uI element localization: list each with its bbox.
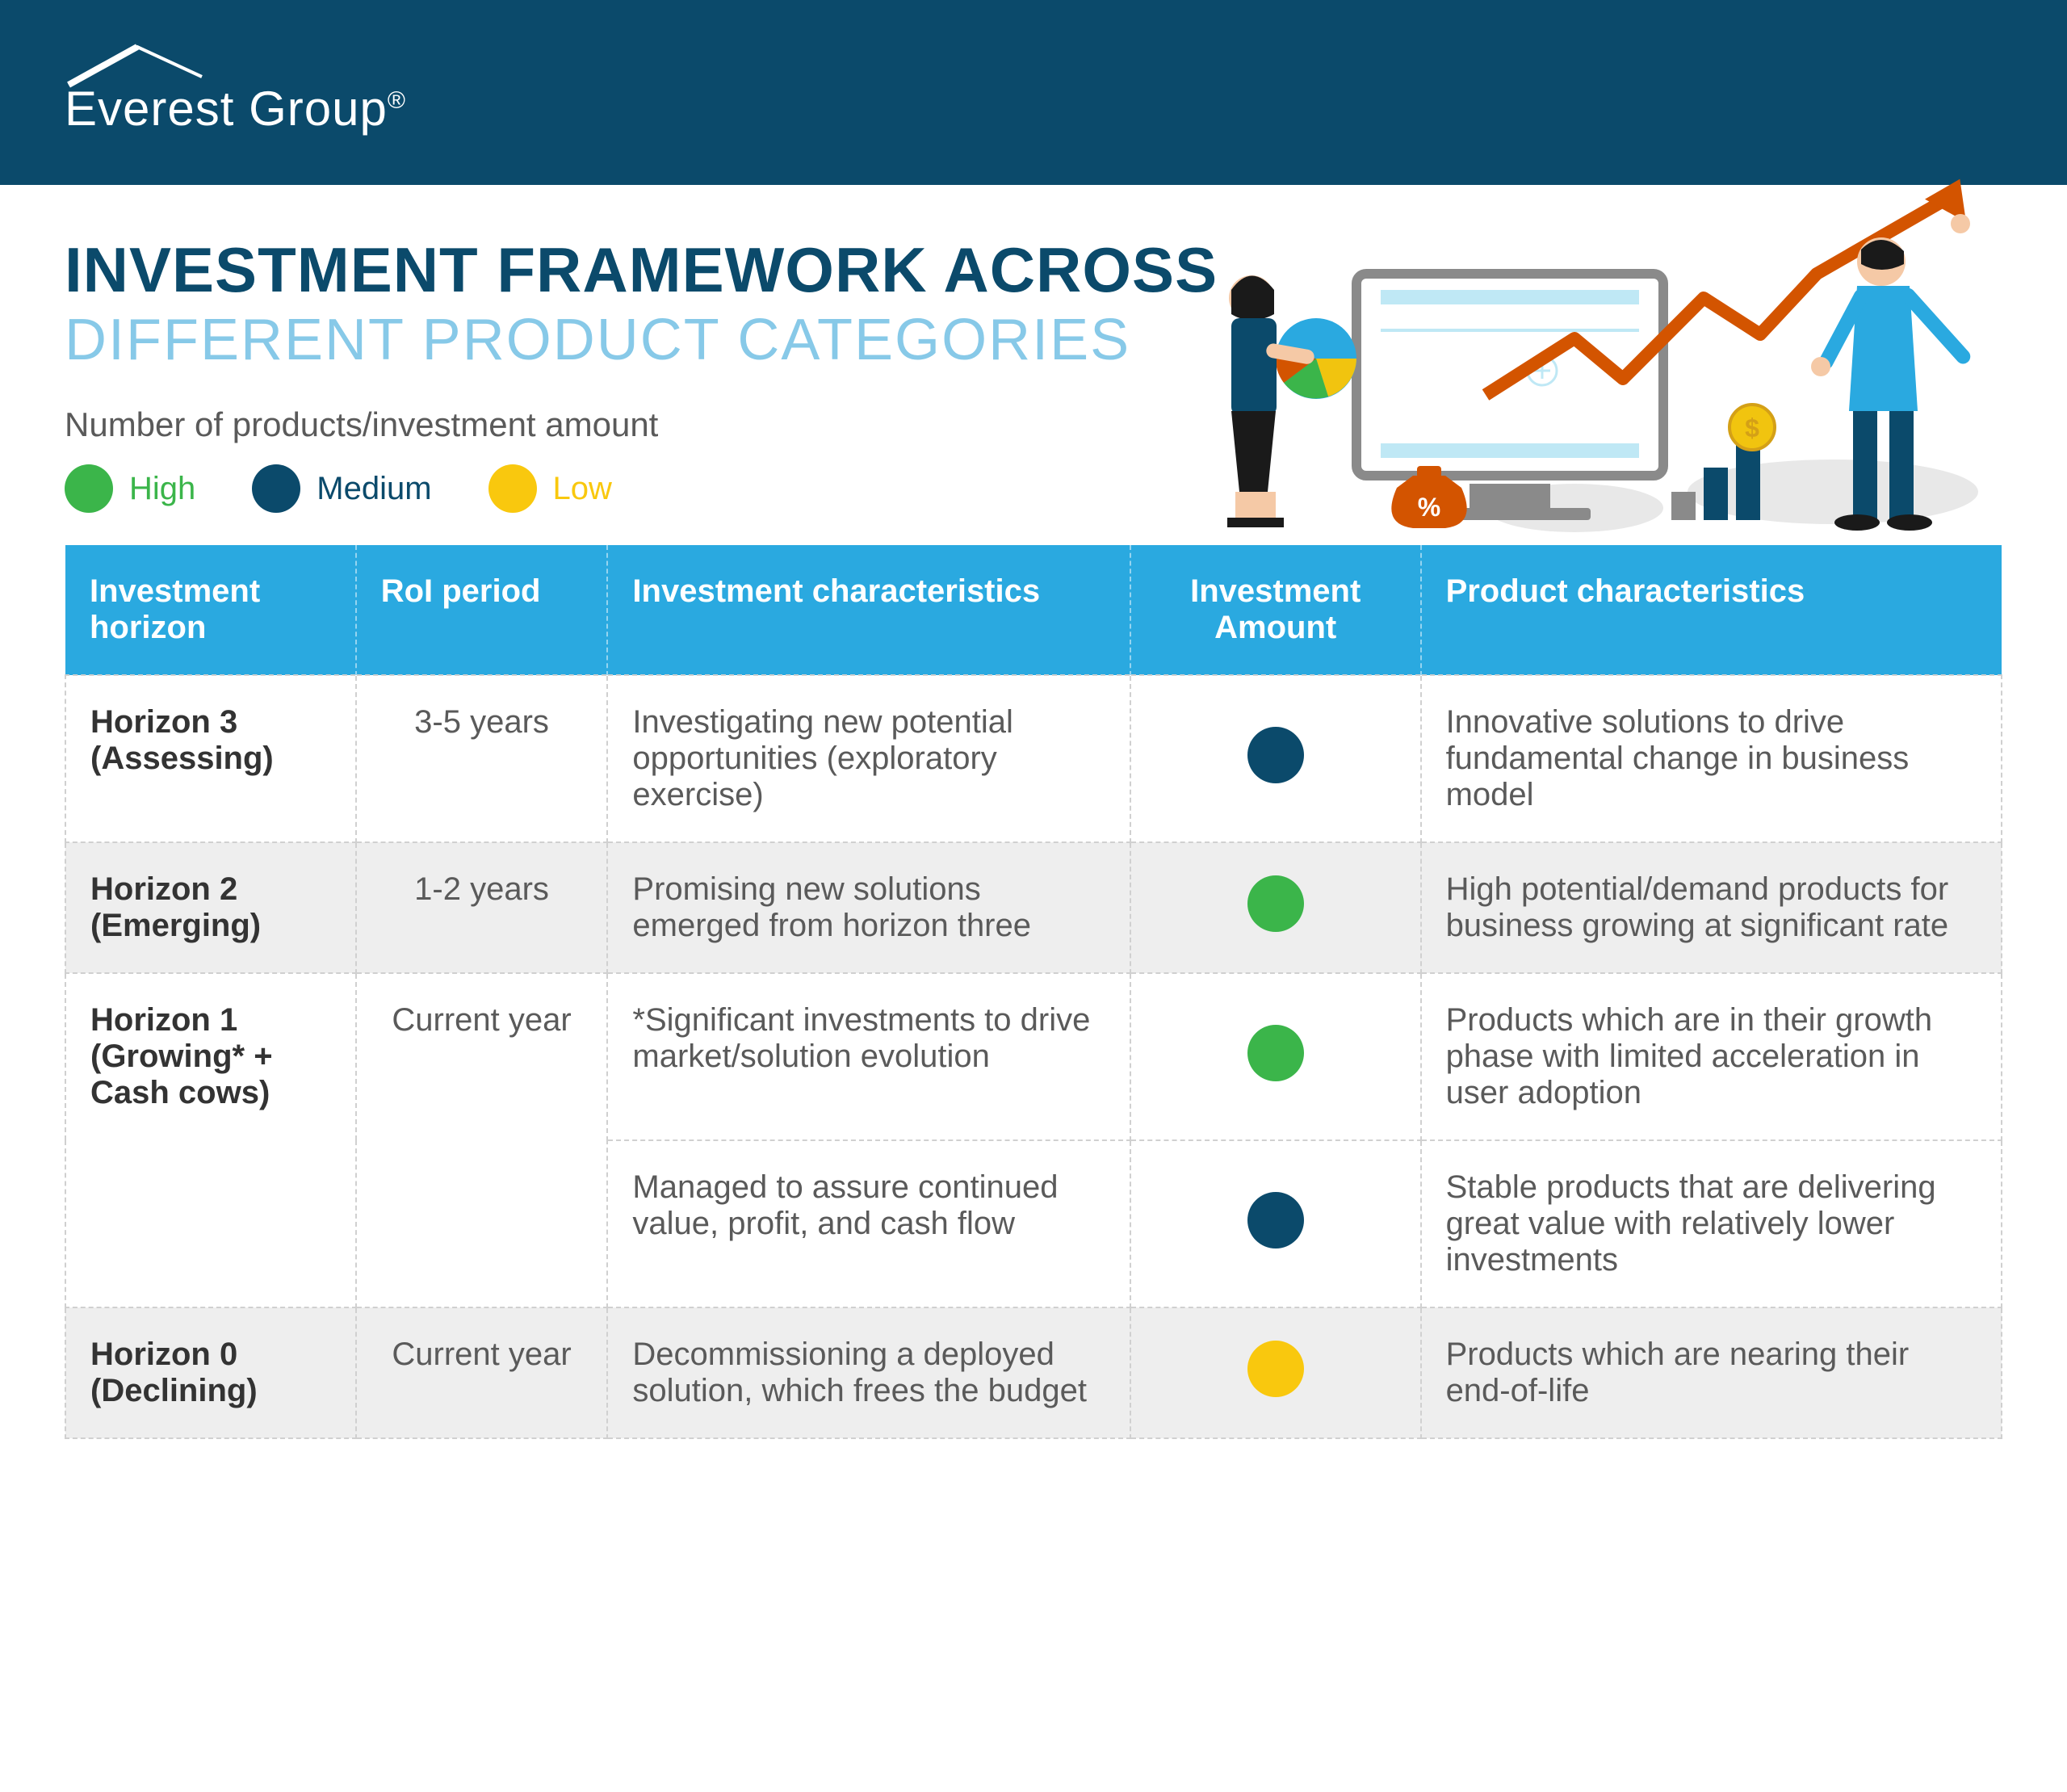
legend-medium-label: Medium bbox=[317, 471, 431, 507]
brand-logo: Everest Group® bbox=[65, 40, 2002, 136]
cell-prod-char: Innovative solutions to drive fundamenta… bbox=[1421, 675, 2002, 842]
table-body: Horizon 3 (Assessing) 3-5 years Investig… bbox=[65, 675, 2002, 1438]
cell-prod-char: High potential/demand products for busin… bbox=[1421, 842, 2002, 973]
cell-inv-char: *Significant investments to drive market… bbox=[607, 973, 1130, 1140]
amount-dot-icon bbox=[1247, 727, 1304, 783]
cell-inv-char: Promising new solutions emerged from hor… bbox=[607, 842, 1130, 973]
cell-horizon: Horizon 2 (Emerging) bbox=[65, 842, 356, 973]
cell-prod-char: Stable products that are delivering grea… bbox=[1421, 1140, 2002, 1307]
legend-row: High Medium Low bbox=[65, 464, 2002, 513]
amount-dot-icon bbox=[1247, 1192, 1304, 1249]
header-bar: Everest Group® bbox=[0, 0, 2067, 185]
cell-inv-char: Investigating new potential opportunitie… bbox=[607, 675, 1130, 842]
cell-amount bbox=[1130, 842, 1421, 973]
content-area: % $ INVESTMENT FRAMEWORK ACROSS DIFFEREN… bbox=[0, 185, 2067, 1504]
legend-medium: Medium bbox=[252, 464, 431, 513]
framework-table: Investment horizon RoI period Investment… bbox=[65, 545, 2002, 1439]
cell-roi: Current year bbox=[356, 1307, 608, 1438]
cell-inv-char: Managed to assure continued value, profi… bbox=[607, 1140, 1130, 1307]
th-prod-char: Product characteristics bbox=[1421, 545, 2002, 675]
cell-horizon: Horizon 3 (Assessing) bbox=[65, 675, 356, 842]
table-header-row: Investment horizon RoI period Investment… bbox=[65, 545, 2002, 675]
legend-caption: Number of products/investment amount bbox=[65, 405, 2002, 444]
th-roi: RoI period bbox=[356, 545, 608, 675]
high-dot-icon bbox=[65, 464, 113, 513]
cell-amount bbox=[1130, 675, 1421, 842]
table-row: Horizon 2 (Emerging) 1-2 years Promising… bbox=[65, 842, 2002, 973]
medium-dot-icon bbox=[252, 464, 300, 513]
cell-roi: Current year bbox=[356, 973, 608, 1307]
th-amount: Investment Amount bbox=[1130, 545, 1421, 675]
table-row: Horizon 0 (Declining) Current year Decom… bbox=[65, 1307, 2002, 1438]
table-row: Horizon 3 (Assessing) 3-5 years Investig… bbox=[65, 675, 2002, 842]
title-line1: INVESTMENT FRAMEWORK ACROSS bbox=[65, 233, 2002, 307]
legend-low: Low bbox=[488, 464, 612, 513]
legend-high: High bbox=[65, 464, 195, 513]
cell-horizon: Horizon 1 (Growing* + Cash cows) bbox=[65, 973, 356, 1307]
amount-dot-icon bbox=[1247, 1341, 1304, 1397]
title-line2: DIFFERENT PRODUCT CATEGORIES bbox=[65, 307, 2002, 373]
low-dot-icon bbox=[488, 464, 537, 513]
legend-high-label: High bbox=[129, 471, 195, 507]
cell-amount bbox=[1130, 973, 1421, 1140]
legend-low-label: Low bbox=[553, 471, 612, 507]
cell-amount bbox=[1130, 1307, 1421, 1438]
cell-roi: 1-2 years bbox=[356, 842, 608, 973]
cell-roi: 3-5 years bbox=[356, 675, 608, 842]
amount-dot-icon bbox=[1247, 875, 1304, 932]
th-horizon: Investment horizon bbox=[65, 545, 356, 675]
th-inv-char: Investment characteristics bbox=[607, 545, 1130, 675]
cell-prod-char: Products which are nearing their end-of-… bbox=[1421, 1307, 2002, 1438]
cell-horizon: Horizon 0 (Declining) bbox=[65, 1307, 356, 1438]
cell-inv-char: Decommissioning a deployed solution, whi… bbox=[607, 1307, 1130, 1438]
cell-prod-char: Products which are in their growth phase… bbox=[1421, 973, 2002, 1140]
brand-name: Everest Group® bbox=[65, 81, 2002, 136]
cell-amount bbox=[1130, 1140, 1421, 1307]
amount-dot-icon bbox=[1247, 1025, 1304, 1081]
table-row: Horizon 1 (Growing* + Cash cows) Current… bbox=[65, 973, 2002, 1140]
